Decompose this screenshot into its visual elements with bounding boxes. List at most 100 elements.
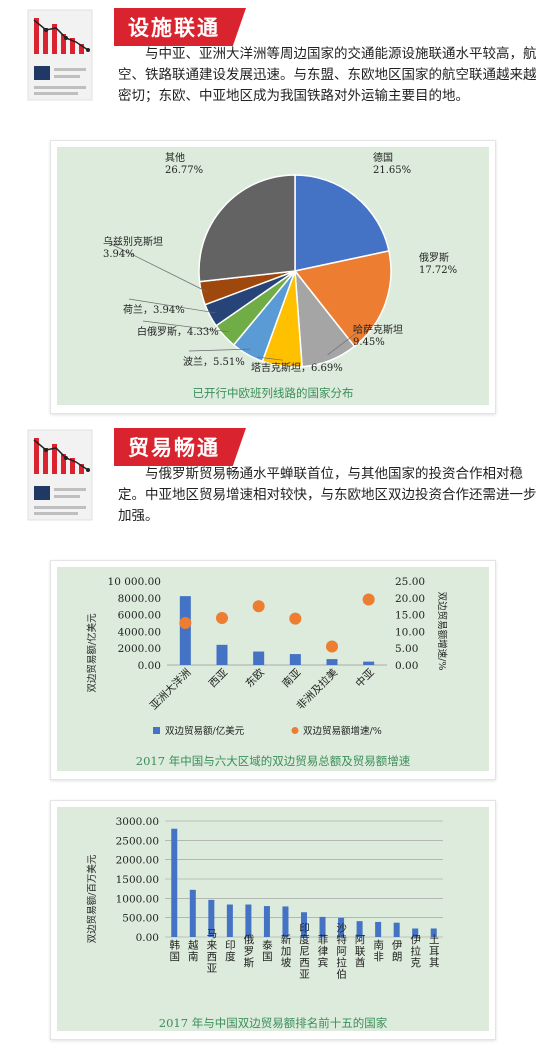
section-trade: 贸易畅通 与俄罗斯贸易畅通水平蝉联首位，与其他国家的投资合作相对稳定。中亚地区贸… [0,420,560,560]
region-bar [216,644,228,665]
pie-leader-line [142,320,229,333]
pie-slice-label: 荷兰，3.94% [123,303,185,316]
y-tick-label: 0.00 [136,932,159,944]
pie-leader-line [188,348,251,352]
growth-dot [216,611,228,624]
legend-bar-label: 双边贸易额/亿美元 [165,725,245,737]
country-bar [375,921,382,937]
growth-dot [289,612,302,625]
chart-report-icon [27,9,93,101]
y-tick-label: 0.00 [138,660,161,672]
country-bar [282,906,289,937]
pie-slice-label: 俄罗斯 [419,251,449,264]
y-right-tick-label: 10.00 [395,626,425,638]
x-tick-label: 沙特阿拉伯 [335,922,347,980]
region-trade-chart-panel: 10 000.00 8000.00 6000.00 4000.00 2000.00 0.0… [50,560,496,780]
x-tick-label: 俄罗斯 [242,934,254,969]
country-bar [301,912,307,937]
x-tick-label: 伊拉克 [409,934,421,969]
country-bar [412,928,419,937]
x-tick-label: 印度 [224,940,236,963]
pie-slice [293,250,392,348]
x-tick-label: 亚洲大洋洲 [147,666,193,712]
country-bar [171,828,178,937]
country-bar [245,904,252,937]
region-bar [326,659,338,665]
y-right-tick-label: 15.00 [395,610,425,622]
chart-report-icon [27,429,93,521]
region-bar [179,596,191,665]
country-bar [393,922,400,937]
x-tick-label: 越南 [187,939,199,963]
pie-slice-value: 26.77% [165,165,203,176]
growth-dot [252,600,265,613]
y-right-axis-title: 双边贸易额增速/% [436,592,448,671]
x-tick-label: 泰国 [261,939,273,963]
x-tick-label: 新加坡 [279,933,291,968]
pie-leader-line [327,330,360,356]
country-bar [356,921,363,937]
pie-slice [294,174,390,272]
y-tick-label: 6000.00 [118,610,161,622]
y-tick-label: 2000.00 [116,855,159,867]
growth-dot [362,593,375,606]
pie-chart-panel: 德国 21.65% 俄罗斯 17.72% 哈萨克斯坦 9.45% 塔吉克斯坦，6.69% 波兰… [50,140,496,414]
y-tick-label: 3000.00 [116,816,159,828]
x-tick-label: 东欧 [243,666,267,690]
pie-slice-label: 其他 [165,151,185,164]
section-text-facilities: 与中亚、亚洲大洋洲等周边国家的交通能源设施联通水平较高，航空、铁路联通建设发展迅… [118,46,537,104]
pie-leader-line [108,242,208,293]
pie-slice-value: 21.65% [373,165,411,176]
x-tick-label: 土耳其 [428,933,440,968]
y-axis-title: 双边贸易额/亿美元 [86,613,98,693]
x-tick-label: 伊朗 [391,940,403,963]
section-facilities: 设施联通 与中亚、亚洲大洋洲等周边国家的交通能源设施联通水平较高，航空、铁路联通… [0,0,560,140]
country-bar [226,904,233,937]
y-tick-label: 8000.00 [118,593,161,605]
pie-slice-value: 17.72% [419,265,457,276]
region-trade-chart: 10 000.00 8000.00 6000.00 4000.00 2000.00 0.0… [86,576,448,737]
x-tick-label: 西亚 [207,666,231,690]
growth-dot [326,640,338,653]
pie-slice [198,174,296,283]
region-bar [289,654,301,665]
x-tick-label: 菲律宾 [317,934,329,969]
y-right-tick-label: 5.00 [395,643,418,655]
section-title-facilities: 设施联通 [114,8,246,46]
country-bar [189,889,196,937]
region-bar [253,651,265,665]
x-tick-label: 南非 [372,939,384,963]
pie-leader-line [256,356,283,361]
pie-slice-label: 波兰，5.51% [183,355,245,368]
pie-slice-value: 9.45% [353,337,385,348]
y-tick-label: 2000.00 [118,643,161,655]
x-tick-label: 南亚 [279,666,303,690]
pie-slice-label: 塔吉克斯坦，6.69% [251,361,343,374]
x-tick-label: 印度尼西亚 [298,922,310,980]
top15-trade-chart-caption: 2017 年与中国双边贸易额排名前十五的国家 [158,1016,388,1030]
pie-slice-label: 德国 [373,151,393,164]
x-tick-label: 阿联酋 [354,934,366,969]
section-title-trade: 贸易畅通 [114,428,246,466]
y-tick-label: 500.00 [122,913,159,925]
top15-trade-chart: 3000.00 2500.00 2000.00 1500.00 1000.00 500.0… [86,816,443,980]
y-tick-label: 1000.00 [116,893,159,905]
section-text-trade: 与俄罗斯贸易畅通水平蝉联首位，与其他国家的投资合作相对稳定。中亚地区贸易增速相对… [118,466,537,524]
x-tick-label: 中亚 [353,666,377,690]
region-bar [363,661,375,665]
growth-dot [179,617,192,629]
legend-bar-swatch [153,727,160,734]
country-bar [208,899,215,937]
y-tick-label: 10 000.00 [108,576,161,588]
y-right-tick-label: 0.00 [395,660,418,672]
legend-dot-label: 双边贸易额增速/% [303,725,382,737]
y-tick-label: 1500.00 [116,874,159,886]
y-tick-label: 4000.00 [118,626,161,638]
pie-slice-label: 白俄罗斯，4.33% [137,325,219,338]
y-axis-title: 双边贸易额/百万美元 [86,854,98,943]
country-bar [263,906,270,937]
region-trade-chart-caption: 2017 年中国与六大区域的双边贸易总额及贸易额增速 [135,754,411,768]
x-tick-label: 马来西亚 [205,928,217,974]
country-bar [319,916,326,937]
